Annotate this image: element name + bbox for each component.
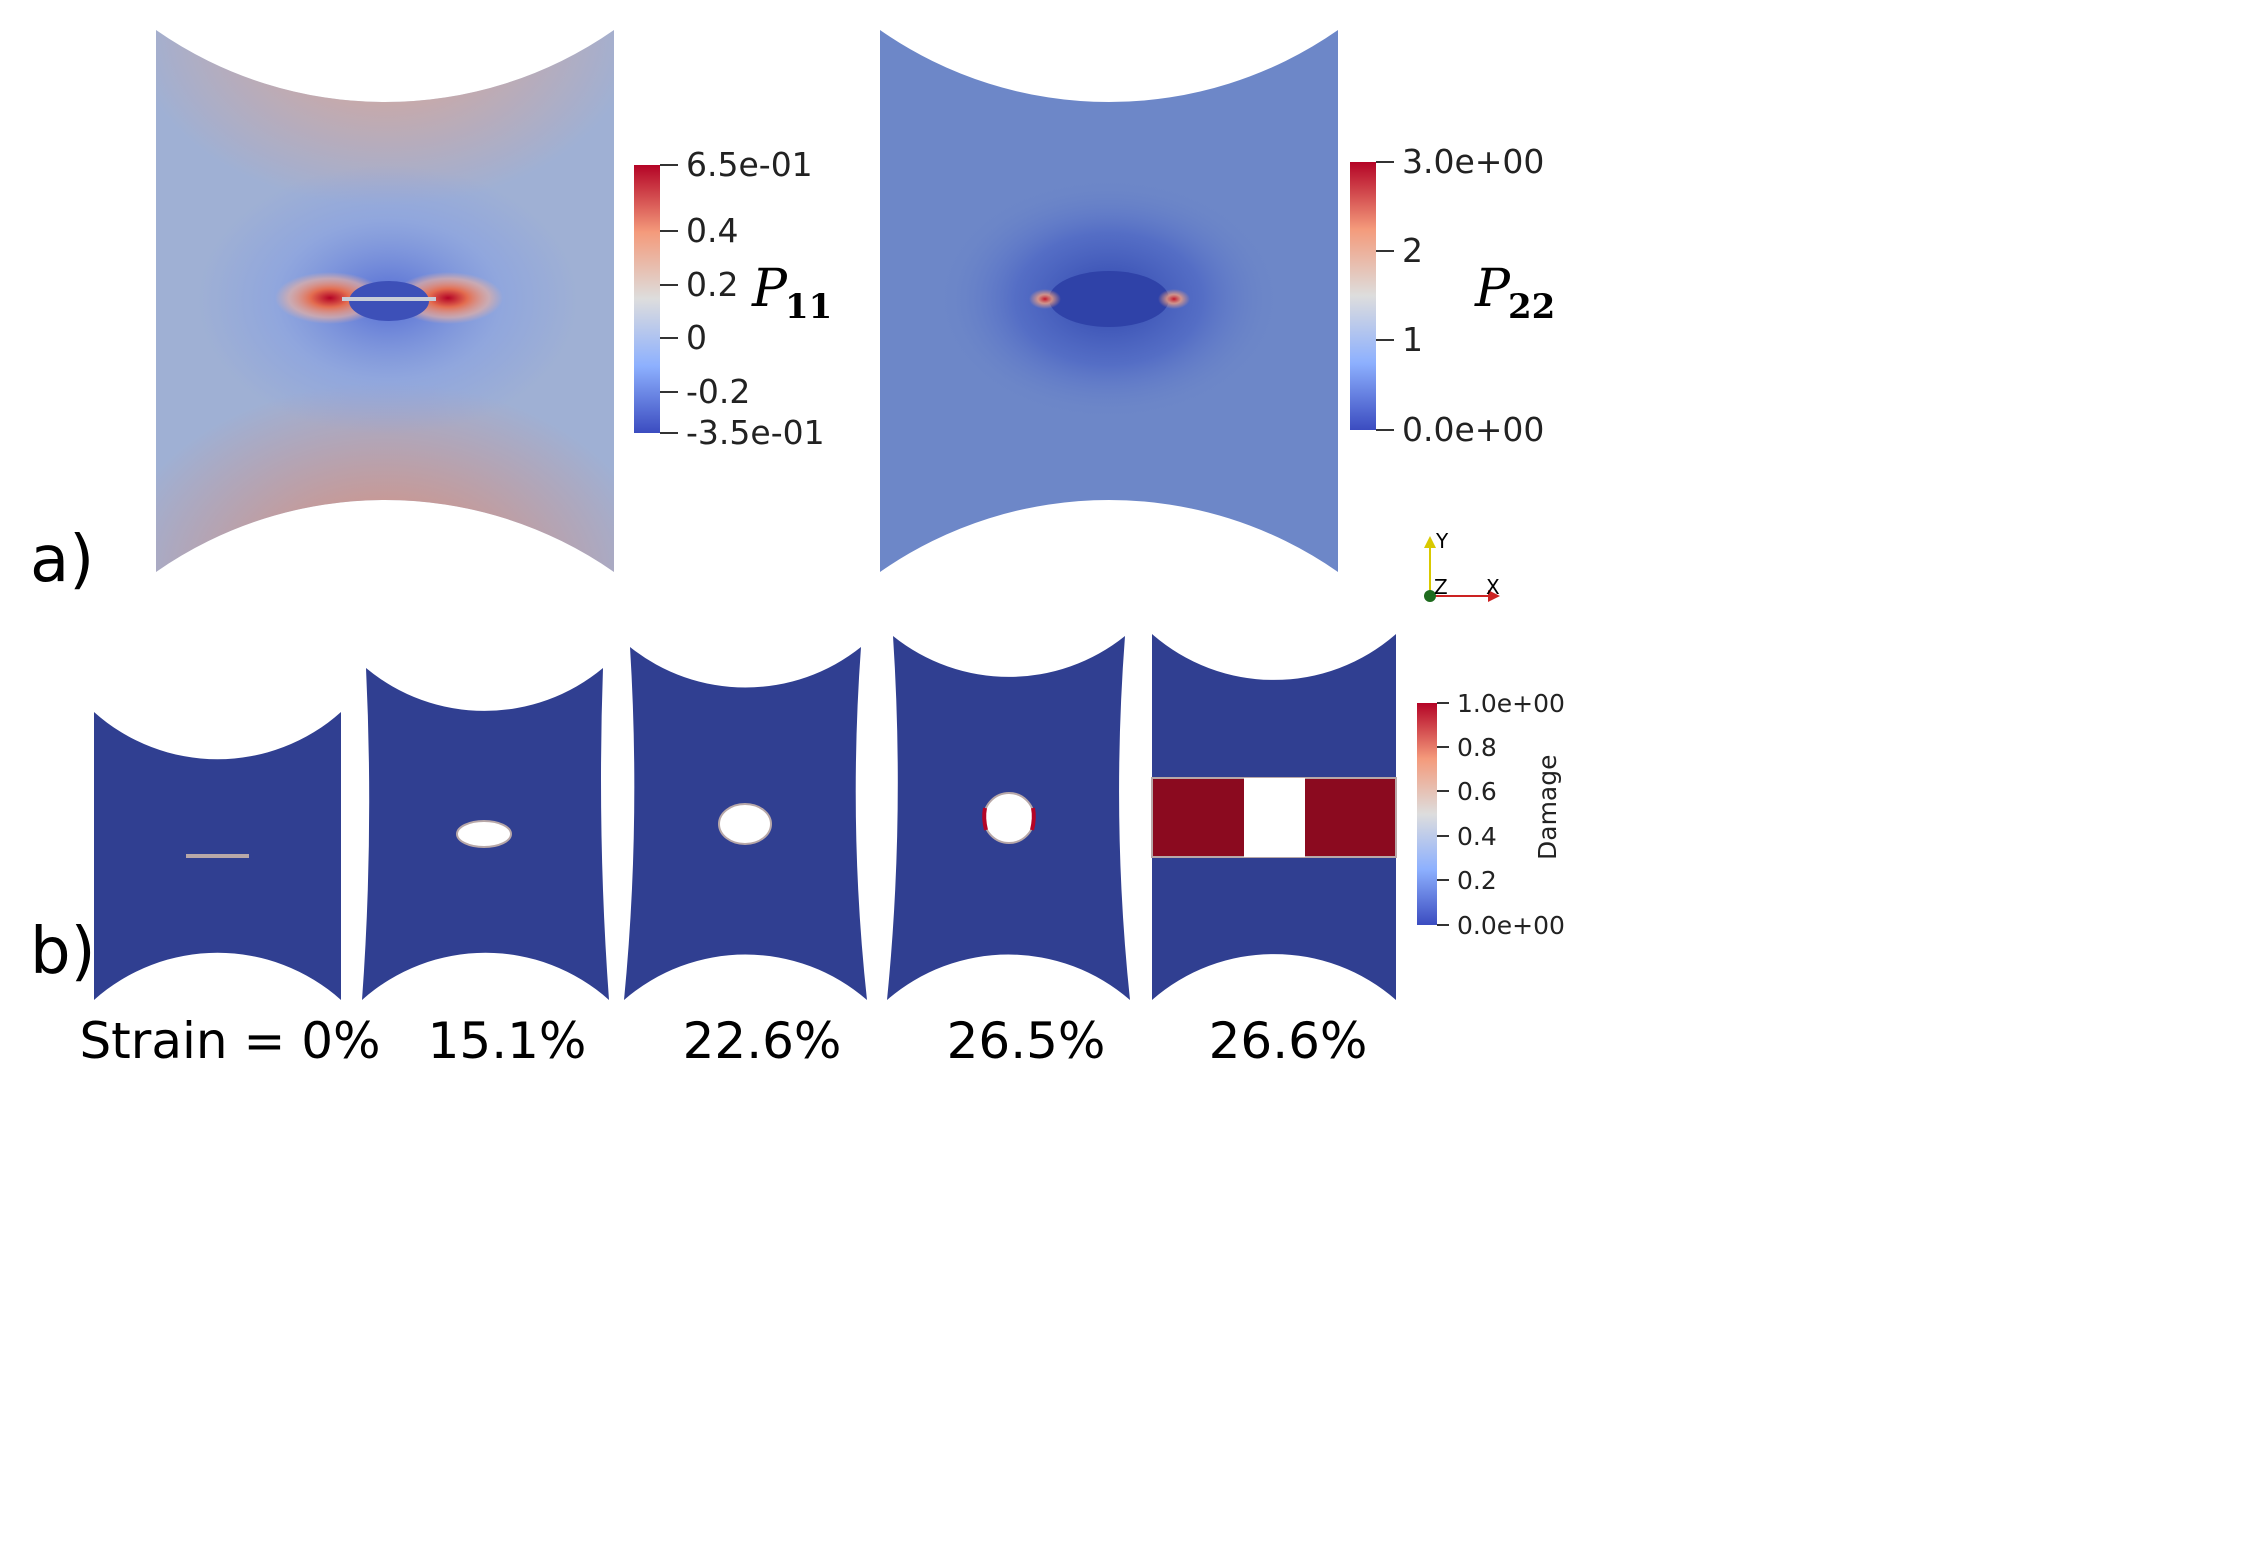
- specimen-strain-26-5: [887, 636, 1130, 1000]
- void-hole: [983, 792, 1035, 844]
- triad-y-label: Y: [1435, 529, 1449, 553]
- damage-tick-max: 1.0e+00: [1457, 689, 1565, 718]
- void-hole: [456, 820, 512, 848]
- p11-tick-4: 0: [686, 318, 707, 357]
- caption-strain-0: Strain = 0%: [79, 1012, 381, 1070]
- axes-triad: Y Z X: [1424, 529, 1500, 602]
- damage-tick-3: 0.6: [1457, 777, 1497, 806]
- specimen-strain-15-1: [362, 668, 609, 1000]
- p11-variable-label: P 11: [751, 259, 832, 327]
- p22-colorbar-gradient: [1350, 162, 1376, 430]
- specimen-strain-0: [94, 712, 341, 1000]
- panel-b-label: b): [30, 915, 96, 989]
- p11-tick-max: 6.5e-01: [686, 145, 813, 184]
- fracture-gap: [1244, 778, 1305, 857]
- specimen-strain-26-6: [1151, 634, 1397, 1000]
- p22-subscript: 22: [1508, 287, 1555, 327]
- p11-field-plot: [156, 30, 614, 572]
- p11-subscript: 11: [785, 287, 832, 327]
- void-hole: [718, 803, 772, 845]
- caption-strain-26-5: 26.5%: [946, 1012, 1106, 1070]
- damage-tick-2: 0.8: [1457, 733, 1497, 762]
- caption-strain-26-6: 26.6%: [1208, 1012, 1368, 1070]
- damage-tick-min: 0.0e+00: [1457, 911, 1565, 940]
- p22-variable-label: P 22: [1474, 259, 1555, 327]
- p11-colorbar-gradient: [634, 165, 660, 433]
- panel-a-label: a): [30, 523, 95, 597]
- p22-symbol: P: [1474, 259, 1511, 319]
- damage-colorbar: 1.0e+00 0.8 0.6 0.4 0.2 0.0e+00 Damage: [1417, 689, 1565, 940]
- p11-tick-min: -3.5e-01: [686, 413, 825, 452]
- p22-tick-2: 2: [1402, 231, 1423, 270]
- p11-tick-5: -0.2: [686, 372, 750, 411]
- damage-tick-4: 0.4: [1457, 822, 1497, 851]
- p11-tick-3: 0.2: [686, 265, 738, 304]
- specimen-strain-22-6: [624, 647, 867, 1000]
- p22-tick-max: 3.0e+00: [1402, 142, 1544, 181]
- p22-field-plot: [880, 30, 1338, 572]
- p11-colorbar: 6.5e-01 0.4 0.2 0 -0.2 -3.5e-01: [634, 145, 825, 452]
- caption-strain-22-6: 22.6%: [682, 1012, 842, 1070]
- p11-tick-2: 0.4: [686, 211, 738, 250]
- damage-colorbar-title: Damage: [1533, 755, 1562, 861]
- caption-strain-15-1: 15.1%: [427, 1012, 587, 1070]
- damage-colorbar-gradient: [1417, 703, 1437, 925]
- p11-symbol: P: [751, 259, 788, 319]
- triad-z-label: Z: [1434, 575, 1448, 599]
- damage-tick-5: 0.2: [1457, 866, 1497, 895]
- p22-tick-min: 0.0e+00: [1402, 410, 1544, 449]
- p22-colorbar: 3.0e+00 2 1 0.0e+00: [1350, 142, 1544, 449]
- p22-tick-3: 1: [1402, 320, 1423, 359]
- triad-x-label: X: [1486, 575, 1500, 599]
- z-axis-dot: [1424, 590, 1436, 602]
